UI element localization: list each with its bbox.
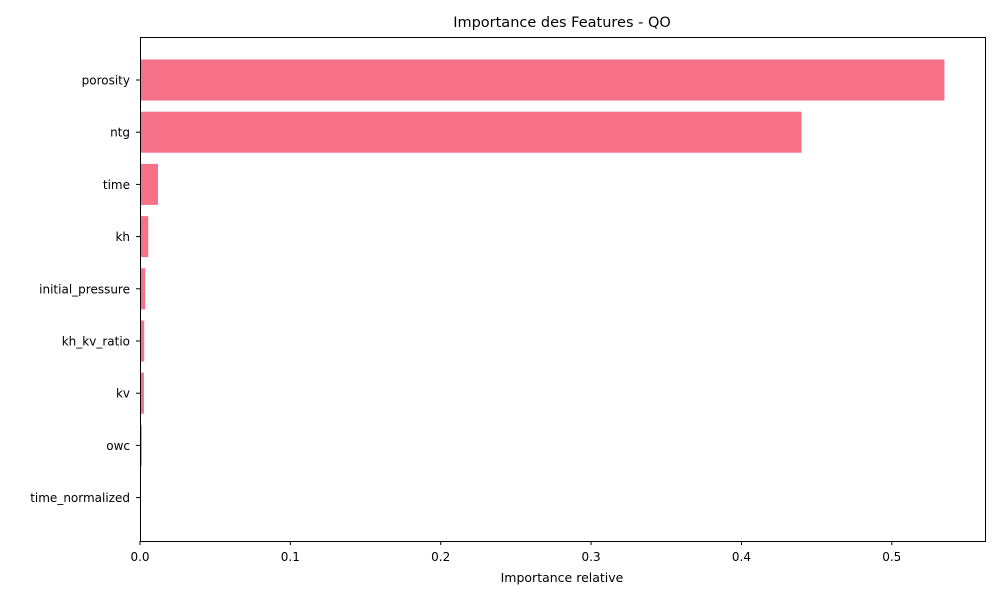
x-axis-label: Importance relative — [501, 570, 624, 585]
y-tick-label: owc — [106, 439, 130, 453]
bars-group — [140, 59, 945, 519]
y-tick-label: porosity — [82, 74, 130, 88]
y-tick-label: ntg — [110, 126, 130, 140]
y-tick-label: kh_kv_ratio — [62, 335, 130, 349]
y-tick-label: time_normalized — [30, 491, 130, 505]
y-tick-label: initial_pressure — [39, 282, 130, 296]
x-tick-label: 0.4 — [732, 550, 751, 564]
bar-kv — [140, 372, 144, 414]
x-tick-label: 0.2 — [431, 550, 450, 564]
bar-porosity — [140, 59, 945, 101]
bar-initial-pressure — [140, 268, 146, 310]
y-tick-label: kv — [116, 387, 130, 401]
chart-title: Importance des Features - QO — [453, 15, 671, 31]
y-axis-ticks: porosity ntg time kh initial_pressure kh_kv_r… — [30, 74, 140, 505]
x-axis-ticks: 0.0 0.1 0.2 0.3 0.4 0.5 — [130, 541, 901, 564]
plot-frame — [140, 37, 986, 542]
x-tick-label: 0.5 — [882, 550, 901, 564]
y-tick-label: kh — [115, 230, 130, 244]
y-tick-label: time — [103, 178, 130, 192]
bar-ntg — [140, 111, 802, 153]
x-tick-label: 0.1 — [281, 550, 300, 564]
bar-kh-kv-ratio — [140, 320, 145, 362]
x-tick-label: 0.0 — [130, 550, 149, 564]
bar-kh — [140, 216, 149, 258]
bar-time — [140, 163, 159, 205]
x-tick-label: 0.3 — [582, 550, 601, 564]
